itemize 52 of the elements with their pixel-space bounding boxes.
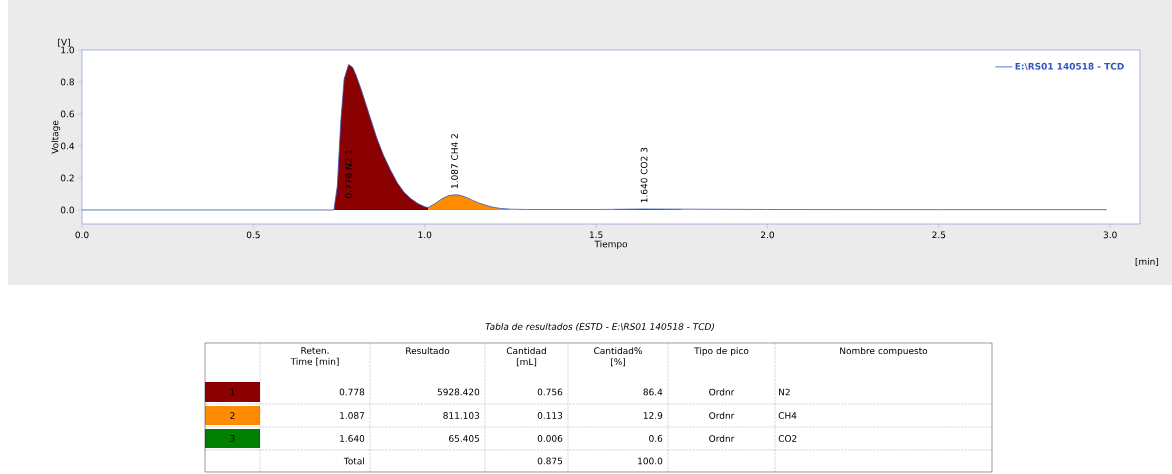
text: 0.875 [537, 457, 563, 465]
y-tick-label: 0.0 [60, 206, 74, 214]
text: 0.778 [339, 388, 365, 396]
text: 1 [230, 388, 235, 396]
text: Ordnr [709, 412, 735, 419]
text: Cantidad% [%] [594, 347, 642, 367]
text: Cantidad [mL] [506, 347, 546, 367]
x-tick-label: 0.0 [75, 231, 89, 239]
text: 0.6 [649, 435, 663, 442]
text: 12.9 [643, 412, 663, 419]
annotation: 0.778 N2 1 [345, 149, 353, 198]
y-axis-title: Voltage [51, 120, 61, 154]
text: Nombre compuesto [840, 347, 928, 356]
text: 0.756 [537, 388, 563, 396]
text: CH4 [778, 412, 797, 419]
x-tick-label: 0.5 [246, 231, 260, 239]
x-axis-title: Tiempo [594, 240, 628, 250]
text: [V] [58, 38, 70, 47]
text: [min] [1135, 257, 1159, 266]
text: Total [343, 457, 364, 465]
text: N2 [779, 388, 790, 396]
x-tick-label: 3.0 [1103, 231, 1117, 239]
text: 100.0 [638, 457, 663, 465]
text: 65.405 [449, 435, 480, 442]
text: 811.103 [443, 412, 480, 419]
annotation: 1.640 CO2 3 [640, 147, 648, 203]
text: CO2 [778, 435, 797, 442]
text: Reten. Time [min] [290, 347, 339, 366]
x-tick-label: 2.5 [932, 231, 946, 239]
legend-label: E:\RS01 140518 - TCD [1015, 62, 1124, 71]
text: 2 [230, 412, 235, 419]
text: Ordnr [709, 435, 735, 442]
text: Resultado [406, 347, 450, 355]
y-tick-label: 1.0 [61, 46, 74, 54]
x-tick-label: 1.0 [418, 231, 432, 239]
annotation: 1.087 CH4 2 [451, 134, 458, 188]
y-tick-label: 0.2 [60, 174, 74, 182]
text: 3 [230, 435, 235, 442]
y-tick-label: 0.4 [60, 142, 75, 150]
x-tick-label: 1.5 [589, 231, 603, 239]
text: 1.087 [340, 412, 365, 419]
text: Tabla de resultados (ESTD - E:\RS01 140518 - TCD) [485, 322, 714, 331]
y-tick-label: 0.6 [60, 110, 75, 118]
text: 0.006 [537, 435, 563, 442]
text: 0.113 [537, 412, 563, 419]
text: 86.4 [643, 388, 663, 396]
y-tick-label: 0.8 [60, 78, 74, 86]
text: 1.640 [340, 435, 365, 442]
x-tick-label: 2.0 [760, 231, 774, 239]
text: 5928.420 [437, 388, 480, 396]
text: Tipo de pico [694, 347, 749, 356]
text: Ordnr [709, 388, 735, 396]
